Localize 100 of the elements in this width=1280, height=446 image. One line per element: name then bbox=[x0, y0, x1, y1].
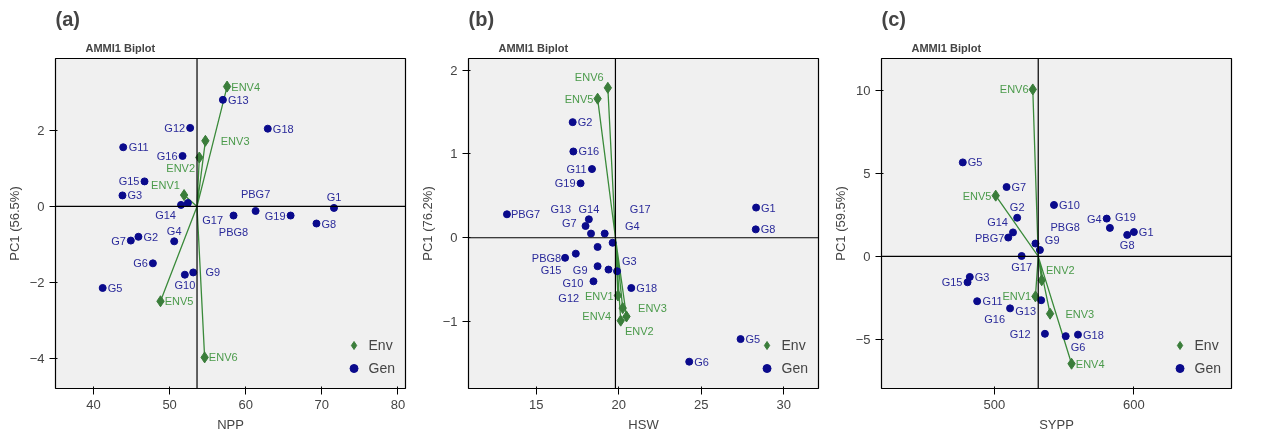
x-tick-label: 70 bbox=[314, 396, 330, 412]
annotation: G18 bbox=[1083, 328, 1104, 341]
annotation: G6 bbox=[1070, 340, 1086, 353]
chart-title: (c) bbox=[881, 7, 906, 30]
annotation: G5 bbox=[967, 156, 983, 169]
annotation: ENV5 bbox=[962, 189, 992, 202]
annotation: G17 bbox=[1011, 260, 1033, 273]
x-tick-label: 60 bbox=[238, 396, 253, 412]
annotation: G1 bbox=[326, 191, 342, 204]
annotation: G14 bbox=[578, 202, 600, 215]
annotation: ENV3 bbox=[1065, 307, 1095, 320]
y-tick-label: 2 bbox=[37, 123, 45, 139]
x-axis-title: NPP bbox=[217, 416, 244, 432]
annotation: G4 bbox=[166, 224, 182, 237]
x-axis-title: HSW bbox=[628, 416, 660, 432]
annotation: ENV4 bbox=[1075, 357, 1105, 370]
annotation: PBG7 bbox=[974, 231, 1005, 244]
legend-label: Env bbox=[1194, 337, 1219, 353]
annotation: G8 bbox=[321, 217, 337, 230]
annotation: G7 bbox=[111, 234, 126, 247]
annotation: G16 bbox=[984, 312, 1006, 325]
x-tick-label: 40 bbox=[86, 396, 101, 412]
annotation: G4 bbox=[1087, 212, 1102, 225]
annotation: G18 bbox=[272, 122, 294, 135]
annotation: G15 bbox=[941, 276, 963, 289]
annotation: PBG8 bbox=[218, 226, 249, 239]
legend-label: Env bbox=[781, 337, 806, 353]
annotation: G12 bbox=[1009, 327, 1031, 340]
annotation: G17 bbox=[202, 213, 224, 226]
annotation: G15 bbox=[540, 264, 562, 277]
annotation: G8 bbox=[760, 223, 776, 236]
annotation: ENV4 bbox=[582, 310, 612, 323]
annotation: G19 bbox=[554, 177, 576, 190]
annotation: G17 bbox=[629, 203, 651, 216]
y-tick-label: −5 bbox=[855, 331, 871, 347]
y-tick-label: 0 bbox=[37, 198, 45, 214]
x-tick-label: 15 bbox=[528, 396, 544, 412]
x-tick-label: 20 bbox=[611, 396, 626, 412]
annotation: G9 bbox=[572, 263, 588, 276]
annotation: ENV2 bbox=[1045, 263, 1075, 276]
annotation: ENV3 bbox=[638, 302, 667, 315]
annotation: ENV1 bbox=[584, 289, 614, 302]
annotation: G11 bbox=[566, 163, 587, 176]
annotation: PBG7 bbox=[240, 188, 271, 201]
annotation: G13 bbox=[1015, 304, 1037, 317]
annotation: G14 bbox=[987, 215, 1008, 228]
x-axis-title: SYPP bbox=[1039, 416, 1074, 432]
x-tick-label: 50 bbox=[162, 396, 177, 412]
annotation: ENV3 bbox=[220, 134, 250, 147]
y-tick-label: −1 bbox=[442, 313, 458, 329]
annotation: PBG7 bbox=[510, 208, 541, 221]
annotation: G15 bbox=[118, 175, 140, 188]
x-tick-label: 80 bbox=[390, 396, 406, 412]
legend-label: Gen bbox=[781, 360, 808, 376]
annotation: G3 bbox=[127, 189, 143, 202]
annotation: G5 bbox=[107, 281, 123, 294]
annotation: G2 bbox=[143, 230, 159, 243]
annotation: G11 bbox=[982, 295, 1003, 308]
legend-label: Gen bbox=[368, 360, 395, 376]
annotation: G9 bbox=[205, 266, 221, 279]
x-tick-label: 500 bbox=[983, 396, 1006, 412]
chart-subtitle: AMMI1 Biplot bbox=[498, 41, 569, 54]
annotation: ENV6 bbox=[999, 83, 1029, 96]
y-axis-title: PC1 (59.5%) bbox=[832, 186, 848, 261]
annotation: G3 bbox=[974, 270, 990, 283]
annotation: G19 bbox=[1114, 211, 1136, 224]
annotation: G16 bbox=[578, 145, 600, 158]
annotation: G3 bbox=[622, 254, 637, 267]
annotation: ENV1 bbox=[151, 178, 180, 191]
annotation: G10 bbox=[562, 277, 584, 290]
annotation: G12 bbox=[164, 121, 186, 134]
chart-subtitle: AMMI1 Biplot bbox=[85, 41, 156, 54]
annotation: G12 bbox=[558, 292, 580, 305]
annotation: G1 bbox=[761, 201, 776, 214]
annotation: G10 bbox=[1059, 198, 1080, 211]
annotation: PBG8 bbox=[1050, 220, 1080, 233]
legend-label: Gen bbox=[1194, 360, 1221, 376]
chart-title: (a) bbox=[55, 7, 80, 30]
y-tick-label: −4 bbox=[29, 350, 45, 366]
annotation: G5 bbox=[745, 333, 761, 346]
annotation: G6 bbox=[694, 355, 709, 368]
annotation: G14 bbox=[155, 209, 176, 222]
y-tick-label: 0 bbox=[863, 248, 871, 264]
annotation: G6 bbox=[133, 257, 148, 270]
y-tick-label: 5 bbox=[863, 165, 871, 181]
annotation: G13 bbox=[227, 93, 249, 106]
annotation: G1 bbox=[1138, 226, 1154, 239]
annotation: ENV5 bbox=[564, 92, 594, 105]
annotation: ENV6 bbox=[574, 71, 604, 84]
y-tick-label: 10 bbox=[856, 82, 871, 98]
x-tick-label: 25 bbox=[694, 396, 709, 412]
annotation: ENV4 bbox=[231, 80, 261, 93]
y-tick-label: 1 bbox=[450, 146, 458, 162]
y-tick-label: 0 bbox=[450, 230, 458, 246]
annotation: PBG8 bbox=[531, 251, 562, 264]
legend-label: Env bbox=[368, 337, 393, 353]
annotation: G16 bbox=[156, 149, 178, 162]
annotation: ENV6 bbox=[208, 351, 238, 364]
annotation: G9 bbox=[1044, 233, 1060, 246]
annotation: ENV5 bbox=[164, 295, 194, 308]
